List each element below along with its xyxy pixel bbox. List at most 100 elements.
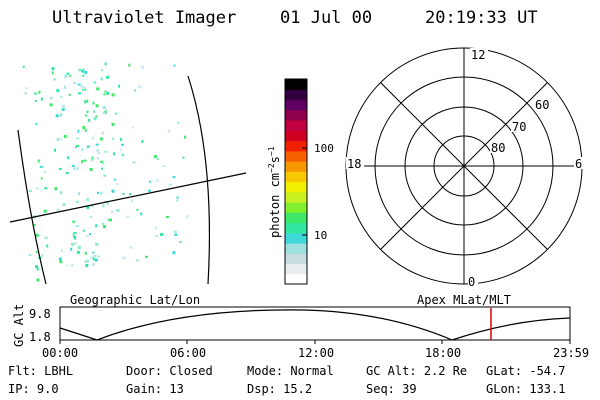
emission-pixel (186, 215, 189, 219)
emission-pixel (44, 170, 47, 174)
emission-pixel (154, 226, 157, 230)
emission-pixel (179, 241, 182, 244)
emission-pixel (55, 114, 59, 118)
emission-pixel (51, 71, 54, 75)
colorbar-band (285, 212, 307, 224)
emission-pixel (168, 129, 171, 133)
emission-pixel (54, 187, 58, 191)
emission-pixel (140, 65, 144, 69)
colorbar-band (285, 120, 307, 131)
colorbar-band (285, 232, 307, 244)
emission-pixel (61, 108, 65, 111)
emission-pixel (102, 112, 106, 115)
emission-pixel (103, 174, 107, 177)
emission-pixel (173, 230, 177, 234)
emission-pixel (36, 267, 39, 271)
emission-pixel (91, 158, 94, 161)
emission-pixel (90, 159, 94, 162)
emission-pixel (113, 152, 116, 156)
emission-pixel (51, 67, 55, 71)
emission-pixel (70, 247, 73, 251)
emission-pixel (60, 249, 63, 253)
emission-pixel (111, 93, 115, 97)
emission-pixel (153, 155, 157, 159)
emission-pixel (82, 88, 85, 91)
emission-pixel (71, 164, 75, 167)
emission-pixel (28, 190, 32, 193)
emission-pixel (101, 131, 105, 135)
emission-pixel (35, 265, 39, 269)
emission-pixel (173, 64, 176, 67)
emission-pixel (73, 82, 77, 85)
emission-pixel (100, 160, 104, 163)
emission-pixel (86, 111, 89, 113)
emission-pixel (106, 219, 109, 222)
emission-pixel (40, 97, 43, 101)
emission-pixel (156, 179, 160, 182)
emission-pixel (156, 157, 159, 160)
mlt-label-18-bg (346, 157, 364, 169)
colorbar-band (285, 89, 307, 101)
emission-pixel (81, 160, 84, 164)
emission-pixel (40, 177, 43, 180)
lat-label-70-bg (511, 120, 529, 132)
time-label: 20:19:33 UT (425, 8, 538, 28)
strip-x-tick-2: 12:00 (298, 346, 334, 360)
emission-pixel (95, 104, 99, 108)
emission-pixel (96, 149, 100, 152)
emission-pixel (35, 233, 39, 237)
emission-pixel (76, 137, 79, 140)
emission-pixel (169, 183, 172, 186)
info-seq: Seq: 39 (366, 382, 417, 396)
emission-pixel (39, 165, 43, 168)
strip-x-tick-3: 18:00 (425, 346, 461, 360)
emission-pixel (132, 161, 136, 164)
emission-pixel (24, 91, 28, 95)
emission-pixel (102, 162, 105, 165)
emission-pixel (141, 140, 144, 143)
emission-pixel (100, 191, 103, 195)
strip-x-tick-0: 00:00 (42, 346, 78, 360)
emission-pixel (37, 159, 40, 163)
emission-pixel (148, 180, 151, 183)
emission-pixel (109, 218, 112, 222)
colorbar-frame (284, 78, 308, 285)
emission-pixel (106, 202, 109, 206)
emission-pixel (74, 236, 77, 240)
mlt-label-12: 12 (471, 48, 485, 62)
info-gc-alt: GC Alt: 2.2 Re (366, 364, 468, 378)
emission-pixel (25, 87, 28, 90)
emission-pixel (93, 110, 95, 113)
emission-pixel (184, 135, 187, 139)
emission-pixel (76, 250, 80, 254)
emission-pixel (95, 115, 98, 118)
emission-pixel (73, 235, 76, 238)
emission-pixel (64, 74, 68, 78)
mlt-label-0: 0 (468, 275, 475, 289)
emission-pixel (122, 193, 125, 195)
emission-pixel (58, 257, 62, 261)
strip-x-tick-1: 06:00 (170, 346, 206, 360)
colorbar-band (285, 99, 307, 111)
emission-pixel (97, 191, 99, 194)
emission-pixel (78, 192, 80, 196)
emission-pixel (61, 105, 65, 108)
info-dsp: Dsp: 15.2 (247, 382, 313, 396)
emission-pixel (46, 244, 49, 248)
emission-pixel (96, 87, 100, 91)
colorbar-band (285, 130, 307, 142)
emission-pixel (43, 209, 47, 213)
emission-pixel (117, 209, 120, 213)
colorbar-band (285, 150, 307, 162)
colorbar-band (285, 161, 307, 172)
lat-label-80: 80 (491, 141, 505, 155)
info-door: Door: Closed (126, 364, 213, 378)
emission-pixel (73, 232, 77, 234)
emission-pixel (82, 74, 85, 77)
emission-pixel (90, 256, 93, 259)
emission-pixel (122, 256, 126, 260)
emission-pixel (28, 254, 32, 257)
polar-diagonal-2 (380, 82, 548, 250)
apex-panel-title: Apex MLat/MLT (417, 293, 511, 307)
emission-pixel (85, 114, 88, 117)
